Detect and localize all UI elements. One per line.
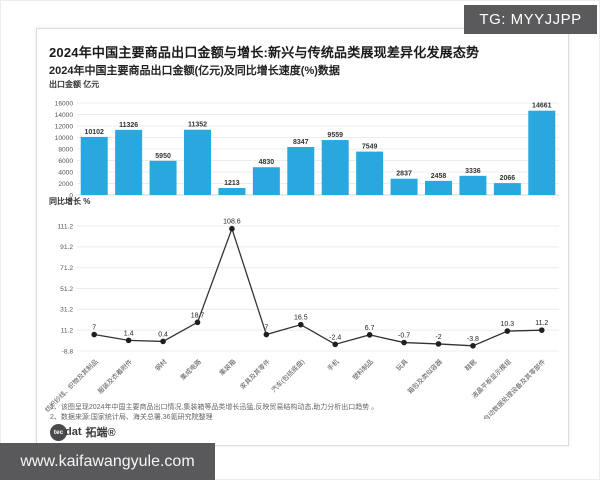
bar-ytick-label: 14000 [55, 112, 74, 119]
line-point [470, 342, 476, 349]
line-value-label: 11.2 [535, 320, 548, 327]
bar-column [184, 129, 211, 195]
line-point [263, 331, 270, 338]
export-combo-chart: 0 2000 4000 6000 8000 10000 12000 14000 16000 101… [43, 100, 559, 419]
line-ytick-label: 111.2 [57, 223, 73, 230]
line-ytick-label: 91.2 [60, 244, 73, 251]
bar-ytick-label: 10000 [55, 135, 74, 142]
category-label: 家具及其零件 [238, 357, 272, 391]
chart-title: 2024年中国主要商品出口金额与增长:新兴与传统品类展现差异化发展态势 [49, 45, 480, 60]
bar-column [459, 175, 487, 195]
bar-ytick-label: 16000 [55, 100, 74, 107]
bar-value-label: 11326 [119, 122, 138, 129]
line-value-label: 10.3 [501, 321, 515, 328]
category-label: 塑料制品 [350, 357, 375, 382]
line-value-label: 7 [264, 325, 268, 332]
bar-ytick-label: 8000 [58, 146, 73, 153]
line-point [435, 341, 442, 347]
bar-ytick-label: 2000 [58, 181, 73, 188]
line-value-label: 6.7 [365, 325, 375, 332]
site-watermark: www.kaifawangyule.com [0, 443, 215, 480]
line-value-label: -2 [435, 334, 441, 341]
bar-ytick-label: 12000 [55, 123, 74, 130]
tecdat-logo: tec dat 拓端® [50, 423, 116, 441]
line-ytick-label: 71.2 [60, 265, 73, 272]
line-point [194, 319, 201, 326]
bar-column [80, 136, 108, 195]
bar-value-label: 4830 [259, 159, 275, 166]
line-ytick-label: 51.2 [60, 286, 73, 293]
bar-value-label: 1213 [224, 180, 240, 187]
bar-column [528, 110, 556, 195]
bar-column [390, 178, 418, 195]
category-label: 服装及衣着附件 [96, 357, 135, 396]
growth-line [94, 226, 542, 347]
line-point [538, 327, 545, 333]
bar-column [252, 167, 280, 195]
bar-column [321, 140, 349, 195]
line-value-label: -0.7 [398, 333, 410, 340]
line-point [91, 331, 98, 338]
line-point [401, 339, 407, 346]
line-point [125, 337, 132, 344]
footnote-1: 1、该图呈现2024年中国主要商品出口情况,集装箱等品类增长迅猛,反映贸易结构动… [50, 404, 379, 411]
line-ytick-label: -8.8 [62, 348, 74, 355]
chart-card: 2024年中国主要商品出口金额与增长:新兴与传统品类展现差异化发展态势 2024… [36, 28, 569, 446]
chart-subtitle: 2024年中国主要商品出口金额(亿元)及同比增长速度(%)数据 [49, 65, 340, 77]
bar-ytick-label: 4000 [58, 169, 73, 176]
tecdat-logo-circle-icon: tec [50, 423, 67, 441]
category-label: 玩具 [395, 357, 410, 372]
bar-value-label: 7549 [362, 144, 378, 151]
bar-value-label: 9559 [327, 132, 343, 139]
bar-ytick-label: 0 [69, 192, 73, 199]
line-point [297, 321, 304, 328]
line-point [332, 341, 339, 348]
category-label: 箱包及类似容器 [405, 357, 444, 396]
bar-value-label: 2837 [396, 171, 412, 178]
bar-column [218, 188, 246, 195]
tecdat-brand-text: 拓端® [85, 427, 116, 439]
line-value-label: -3.8 [467, 336, 479, 343]
bar-ytick-label: 6000 [58, 158, 73, 165]
bar-column [425, 180, 452, 195]
footnote-2: 2、数据来源:国家统计局、海关总署,36氪研究院整理 [50, 414, 213, 421]
line-point [366, 332, 373, 338]
bar-value-label: 2066 [500, 175, 516, 182]
bar-value-label: 8347 [293, 139, 309, 146]
line-ytick-label: 11.2 [61, 328, 74, 335]
telegram-watermark: TG: MYYJJPP [464, 5, 597, 34]
bar-value-label: 2458 [431, 173, 447, 180]
bar-value-label: 10102 [84, 129, 104, 136]
line-ytick-label: 31.2 [60, 307, 73, 314]
bar-axis-title: 出口金额 亿元 [49, 80, 100, 89]
tecdat-logo-text: dat [65, 426, 82, 438]
bar-value-label: 5950 [155, 153, 171, 160]
category-label: 钢材 [153, 357, 169, 373]
bar-column [356, 151, 384, 195]
line-value-label: 18.7 [191, 312, 205, 319]
category-label: 汽车(包括底盘) [269, 357, 306, 394]
bar-column [149, 160, 177, 195]
bar-column [115, 129, 143, 195]
line-point [160, 338, 166, 345]
category-label: 集成电路 [178, 357, 203, 382]
line-value-label: 16.5 [294, 315, 308, 322]
bar-column [493, 183, 521, 195]
category-label: 手机 [325, 357, 341, 373]
bar-value-label: 11352 [188, 122, 207, 129]
bar-value-label: 14661 [532, 103, 552, 110]
line-value-label: -2.4 [329, 334, 341, 341]
line-point [504, 328, 511, 334]
line-point [229, 225, 235, 232]
line-value-label: 0.4 [158, 331, 168, 338]
line-value-label: 7 [92, 325, 96, 332]
bar-value-label: 3336 [465, 168, 481, 175]
category-label: 集装箱 [217, 357, 238, 378]
category-label: 鞋靴 [463, 357, 479, 373]
line-value-label: 1.4 [124, 330, 134, 337]
bar-column [287, 147, 315, 195]
line-axis-title: 同比增长 % [49, 197, 91, 206]
line-value-label: 108.6 [223, 219, 241, 226]
